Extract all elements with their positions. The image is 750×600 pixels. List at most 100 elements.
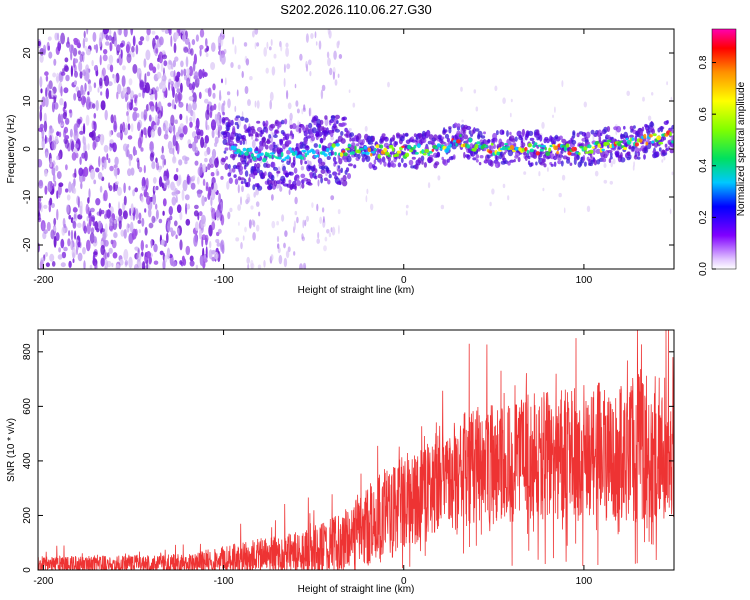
heatmap-cell (133, 94, 139, 99)
heatmap-cell (302, 107, 306, 112)
heatmap-cell (269, 99, 273, 110)
heatmap-cell (51, 89, 54, 98)
heatmap-cell (556, 150, 559, 155)
heatmap-cell (539, 148, 544, 152)
heatmap-cell (109, 41, 113, 52)
heatmap-cell (76, 222, 82, 228)
heatmap-cell (118, 220, 122, 230)
heatmap-cell (205, 38, 208, 47)
heatmap-cell (123, 249, 129, 261)
heatmap-cell (338, 158, 343, 165)
heatmap-cell (49, 157, 53, 168)
heatmap-cell (247, 98, 251, 105)
heatmap-cell (205, 181, 209, 190)
heatmap-cell (148, 114, 152, 122)
heatmap-cell (499, 141, 505, 147)
heatmap-cell (304, 160, 308, 165)
heatmap-cell (189, 121, 193, 128)
heatmap-cell (527, 130, 534, 136)
heatmap-cell (301, 183, 305, 189)
heatmap-cell (651, 128, 655, 135)
heatmap-cell (182, 33, 186, 42)
heatmap-cell (227, 119, 231, 124)
heatmap-cell (537, 144, 542, 147)
heatmap-cell (332, 71, 335, 80)
heatmap-cell (294, 183, 297, 191)
heatmap-cell (227, 211, 231, 220)
heatmap-cell (56, 190, 59, 200)
y-tick-label: 20 (22, 47, 33, 59)
heatmap-cell (118, 208, 123, 217)
heatmap-cell (287, 246, 291, 253)
heatmap-cell (68, 181, 72, 193)
heatmap-cell (270, 39, 273, 46)
heatmap-cell (129, 221, 134, 233)
heatmap-cell (199, 129, 204, 137)
heatmap-cell (190, 182, 196, 190)
heatmap-cell (188, 143, 193, 149)
heatmap-cell (38, 201, 42, 212)
heatmap-cell (394, 153, 400, 157)
heatmap-cell (636, 156, 641, 160)
heatmap-cell (38, 212, 41, 221)
heatmap-cell (86, 96, 91, 103)
heatmap-cell (69, 128, 73, 138)
heatmap-cell (439, 147, 443, 151)
heatmap-cell (337, 165, 341, 169)
heatmap-cell (93, 121, 97, 132)
heatmap-cell (248, 154, 251, 159)
heatmap-cell (313, 115, 319, 122)
heatmap-cell (280, 45, 283, 52)
heatmap-cell (60, 86, 63, 97)
heatmap-cell (507, 195, 510, 201)
heatmap-cell (293, 167, 298, 174)
y-tick-label: 400 (22, 452, 33, 469)
heatmap-cell (151, 215, 156, 224)
heatmap-cell (185, 115, 189, 125)
heatmap-cell (658, 147, 662, 152)
heatmap-cell (219, 49, 222, 62)
heatmap-cell (88, 188, 91, 200)
heatmap-cell (100, 228, 105, 233)
heatmap-cell (302, 219, 305, 229)
heatmap-cell (268, 154, 272, 159)
heatmap-cell (123, 195, 127, 206)
heatmap-cell (49, 135, 52, 142)
heatmap-cell (174, 187, 179, 197)
heatmap-cell (211, 221, 216, 231)
heatmap-cell (97, 220, 103, 231)
heatmap-cell (609, 180, 613, 185)
heatmap-cell (328, 152, 332, 156)
heatmap-cell (83, 30, 86, 39)
heatmap-cell (582, 154, 586, 162)
heatmap-cell (164, 254, 168, 263)
heatmap-cell (317, 179, 320, 187)
heatmap-cell (591, 146, 595, 149)
heatmap-cell (196, 77, 200, 84)
heatmap-cell (342, 122, 347, 126)
heatmap-cell (436, 151, 440, 158)
heatmap-cell (168, 147, 174, 154)
heatmap-cell (100, 244, 105, 256)
heatmap-cell (192, 111, 196, 123)
heatmap-cell (213, 182, 218, 193)
x-tick-label: -200 (33, 576, 53, 587)
x-tick-label: 100 (576, 576, 593, 587)
heatmap-cell (49, 253, 55, 262)
heatmap-cell (162, 210, 165, 216)
heatmap-cell (56, 131, 60, 137)
heatmap-cell (83, 142, 87, 154)
heatmap-cell (345, 147, 350, 151)
heatmap-cell (44, 185, 48, 195)
heatmap-cell (238, 169, 243, 176)
heatmap-cell (263, 47, 268, 57)
heatmap-cell (592, 148, 596, 156)
heatmap-cell (155, 203, 158, 210)
heatmap-cell (474, 143, 479, 149)
heatmap-cell (140, 147, 144, 152)
heatmap-cell (254, 163, 257, 170)
heatmap-cell (72, 187, 77, 195)
heatmap-cell (346, 155, 352, 163)
heatmap-cell (252, 30, 255, 38)
heatmap-cell (163, 182, 168, 189)
